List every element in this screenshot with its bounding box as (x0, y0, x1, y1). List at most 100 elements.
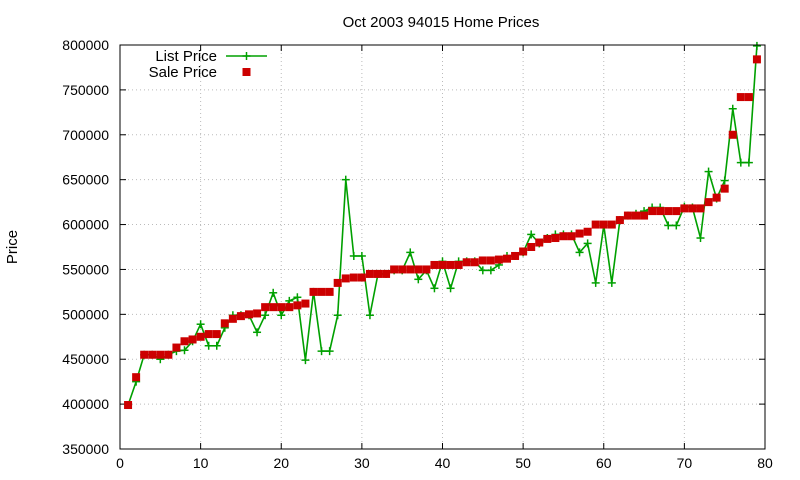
sale-price-point (494, 255, 503, 264)
sale-price-point (704, 198, 713, 207)
sale-price-point (156, 350, 165, 359)
y-tick-label: 700000 (62, 127, 109, 143)
y-tick-label: 750000 (62, 82, 109, 98)
sale-price-point (551, 234, 560, 243)
sale-price-point (140, 350, 149, 359)
sale-price-point (446, 260, 455, 269)
sale-price-point (180, 337, 189, 346)
list-price-point (744, 158, 753, 167)
sale-price-point (204, 330, 213, 339)
sale-price-point (712, 193, 721, 202)
sale-price-point (124, 401, 133, 410)
sale-price-point (148, 350, 157, 359)
sale-price-point (511, 251, 520, 260)
sale-price-point (623, 211, 632, 220)
list-price-point (478, 266, 487, 275)
sale-price-point (325, 287, 334, 296)
sale-price-point (615, 216, 624, 225)
sale-price-point (454, 260, 463, 269)
list-price-point (591, 278, 600, 287)
list-price-point (486, 266, 495, 275)
sale-price-point (575, 229, 584, 238)
list-price-point (333, 311, 342, 320)
sale-price-point (503, 254, 511, 263)
x-tick-label: 30 (354, 455, 370, 471)
x-tick-label: 50 (515, 455, 531, 471)
sale-price-point (390, 265, 399, 274)
chart-title: Oct 2003 94015 Home Prices (343, 14, 540, 31)
x-tick-label: 40 (435, 455, 451, 471)
list-price-point (293, 293, 302, 302)
list-price-point (317, 347, 326, 356)
sale-price-point (285, 303, 294, 312)
list-price-point (406, 248, 415, 257)
sale-price-point (349, 273, 358, 282)
x-tick-label: 10 (193, 455, 209, 471)
sale-price-point (269, 303, 278, 312)
sale-price-point (696, 204, 705, 213)
sale-price-point (486, 256, 495, 265)
sale-price-point (374, 269, 382, 278)
list-price-point (365, 311, 374, 320)
sale-price-point (462, 258, 471, 267)
x-tick-label: 70 (677, 455, 693, 471)
sale-price-point (430, 260, 439, 269)
list-price-point (301, 356, 310, 365)
sale-price-point (438, 260, 447, 269)
list-price-point (196, 320, 205, 329)
sale-price-point (236, 312, 245, 321)
sale-price-point (543, 234, 552, 243)
sale-price-point (478, 256, 487, 265)
sale-price-point (607, 220, 616, 229)
sale-price-point (309, 287, 318, 296)
plot-frame (119, 44, 766, 450)
list-price-point (277, 311, 286, 320)
sale-price-point (688, 204, 697, 213)
list-price-point (527, 230, 536, 239)
grid (120, 45, 765, 449)
list-price-point (752, 41, 761, 50)
legend-label-sale-price: Sale Price (149, 64, 217, 81)
sale-price-point (567, 232, 576, 241)
y-tick-label: 350000 (62, 441, 109, 457)
y-tick-label: 600000 (62, 217, 109, 233)
sale-price-point (164, 350, 173, 359)
sale-price-point (583, 227, 592, 236)
x-tick-label: 0 (116, 455, 124, 471)
y-tick-label: 550000 (62, 261, 109, 277)
list-price-point (357, 251, 366, 260)
y-tick-label: 500000 (62, 306, 109, 322)
sale-price-point (519, 247, 528, 256)
sale-price-point (398, 265, 407, 274)
sale-price-point (535, 238, 544, 247)
list-price-point (180, 346, 189, 355)
sale-price-point (253, 309, 262, 318)
sale-price-point (680, 204, 689, 213)
sale-price-point (261, 303, 270, 312)
sale-price-point (293, 301, 302, 310)
sale-price-point (212, 330, 221, 339)
y-axis-label: Price (4, 230, 21, 264)
sale-price-point (188, 335, 197, 344)
x-tick-label: 80 (757, 455, 773, 471)
legend-marker-list-price (242, 52, 251, 60)
sale-price-point (277, 303, 286, 312)
list-price-point (736, 158, 745, 167)
list-price-point (261, 311, 270, 320)
legend-marker-sale-price (242, 68, 251, 76)
sale-price-point (341, 274, 350, 283)
list-price-point (341, 175, 350, 184)
sale-price-point (736, 93, 745, 102)
sale-price-point (245, 310, 253, 319)
y-tick-label: 800000 (62, 37, 109, 53)
legend-label-list-price: List Price (155, 48, 217, 65)
sale-price-point (599, 220, 608, 229)
sale-price-point (648, 207, 657, 216)
list-price-point (212, 341, 221, 350)
sale-price-point (672, 207, 681, 216)
list-price-point (607, 278, 616, 287)
sale-price-point (656, 207, 665, 216)
sale-price-point (365, 269, 374, 278)
list-price-point (575, 248, 584, 257)
list-price-point (414, 275, 423, 284)
